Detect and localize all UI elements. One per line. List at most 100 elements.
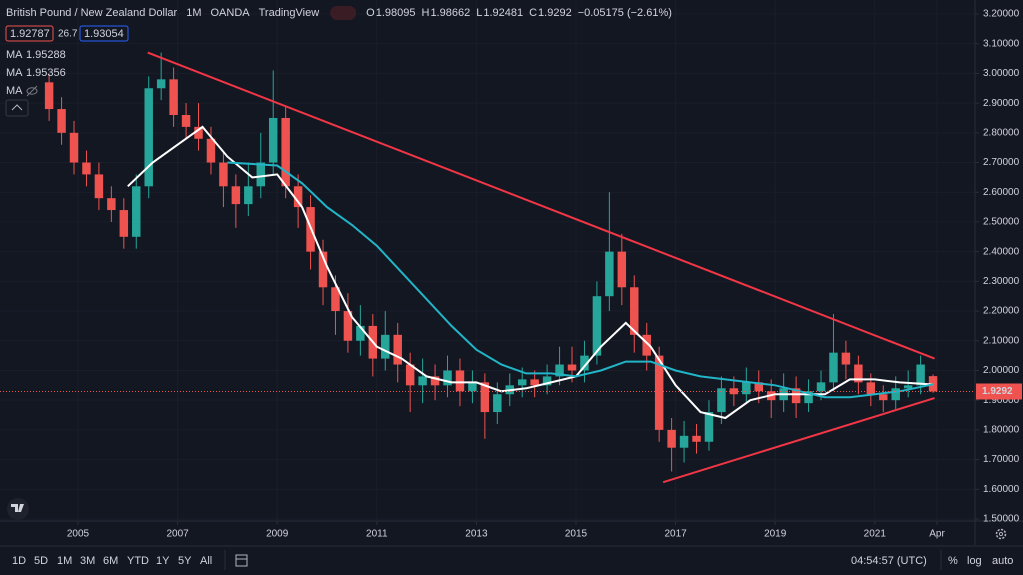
candle-body — [617, 251, 627, 288]
candle-body — [94, 174, 104, 199]
indicator-name: MA — [6, 67, 23, 79]
trend-line — [147, 51, 935, 360]
candle-body — [804, 391, 813, 404]
spread: 26.7 — [58, 29, 78, 40]
candle-body — [791, 388, 801, 404]
candle-body — [318, 251, 328, 288]
x-tick-label: 2011 — [366, 529, 388, 540]
ask-price[interactable]: 1.93054 — [84, 28, 124, 40]
y-tick-label: 2.80000 — [983, 127, 1020, 138]
ohlc-label: H — [421, 7, 429, 19]
candle-body — [194, 126, 203, 139]
candle-body — [244, 186, 253, 205]
candle-body — [667, 429, 676, 448]
x-tick-label: 2017 — [664, 529, 687, 540]
ask-box — [79, 25, 129, 42]
candle-body — [206, 138, 216, 163]
candle-body — [542, 376, 552, 386]
candle-body — [580, 355, 589, 371]
candle-body — [430, 376, 440, 386]
bid-price[interactable]: 1.92787 — [10, 28, 50, 40]
candle-body — [567, 364, 577, 371]
candle-body — [517, 379, 527, 386]
log-toggle[interactable]: log — [967, 555, 982, 567]
symbol-title: OANDA — [210, 7, 250, 19]
range-button[interactable]: All — [200, 555, 212, 567]
candle-body — [293, 186, 303, 208]
logo-mark — [11, 504, 24, 512]
x-tick-label: 2009 — [266, 529, 289, 540]
candle-body — [605, 251, 614, 297]
symbol-title: British Pound / New Zealand Dollar — [6, 7, 178, 19]
chevron-icon — [11, 104, 23, 111]
candle-body — [704, 412, 714, 442]
range-button[interactable]: 6M — [103, 555, 118, 567]
range-button[interactable]: 1Y — [156, 555, 170, 567]
hidden-eye-icon[interactable] — [26, 85, 38, 97]
candle-body — [468, 382, 477, 392]
y-tick-label: 3.20000 — [983, 9, 1020, 20]
y-tick-label: 2.30000 — [983, 276, 1020, 287]
status-dot-box — [330, 6, 357, 20]
percent-toggle[interactable]: % — [948, 555, 958, 567]
candle-body — [144, 88, 153, 187]
y-tick-label: 1.60000 — [983, 484, 1020, 495]
candle-body — [729, 388, 739, 395]
y-tick-label: 1.50000 — [983, 514, 1020, 525]
candle-body — [169, 79, 178, 115]
auto-toggle[interactable]: auto — [992, 555, 1013, 567]
candle-body — [480, 382, 490, 413]
candle-body — [268, 117, 278, 163]
y-tick-label: 1.90000 — [983, 395, 1020, 406]
range-button[interactable]: 5D — [34, 555, 48, 567]
candle-body — [331, 287, 340, 312]
candle-body — [493, 394, 502, 413]
last-price-label: 1.9292 — [982, 386, 1013, 397]
candle-body — [256, 162, 265, 187]
y-tick-label: 1.80000 — [983, 425, 1020, 436]
candle-body — [642, 334, 651, 356]
candle-body — [343, 311, 353, 341]
candle-body — [231, 186, 241, 205]
x-tick-label: 2007 — [166, 529, 189, 540]
range-button[interactable]: 5Y — [178, 555, 192, 567]
range-button[interactable]: 1M — [57, 555, 72, 567]
change-value: −0.05175 (−2.61%) — [578, 7, 672, 19]
x-tick-label: 2015 — [565, 529, 588, 540]
range-button[interactable]: YTD — [127, 555, 149, 567]
indicator-value: 1.95288 — [26, 49, 66, 61]
clock: 04:54:57 (UTC) — [851, 555, 927, 567]
y-tick-label: 2.90000 — [983, 98, 1020, 109]
y-tick-label: 2.70000 — [983, 157, 1020, 168]
candle-body — [57, 109, 66, 133]
range-button[interactable]: 3M — [80, 555, 95, 567]
collapse-button[interactable] — [5, 99, 29, 117]
symbol-title: TradingView — [259, 7, 320, 19]
candle-body — [841, 352, 851, 365]
candle-body — [455, 370, 465, 392]
y-tick-label: 1.70000 — [983, 454, 1020, 465]
candle-body — [630, 287, 639, 335]
y-tick-label: 3.10000 — [983, 38, 1020, 49]
y-tick-label: 2.60000 — [983, 187, 1020, 198]
candle-body — [692, 435, 701, 442]
candle-body — [866, 382, 876, 395]
range-button[interactable]: 1D — [12, 555, 26, 567]
symbol-title: 1M — [186, 7, 201, 19]
candle-body — [530, 379, 539, 386]
candle-body — [903, 385, 913, 389]
y-tick-label: 2.40000 — [983, 246, 1020, 257]
candle-body — [754, 382, 763, 392]
candle-body — [119, 210, 129, 237]
grid-layer — [77, 13, 979, 525]
y-tick-label: 3.00000 — [983, 68, 1020, 79]
y-tick-label: 2.10000 — [983, 335, 1020, 346]
candle-body — [829, 352, 838, 383]
settings-icon[interactable] — [995, 528, 1007, 540]
goto-date-icon[interactable] — [235, 554, 248, 567]
candle-body — [356, 325, 365, 341]
ohlc-value: 1.9292 — [538, 7, 572, 19]
y-tick-label: 2.50000 — [983, 217, 1020, 228]
ohlc-value: 1.98095 — [376, 7, 416, 19]
bid-box — [5, 25, 54, 42]
